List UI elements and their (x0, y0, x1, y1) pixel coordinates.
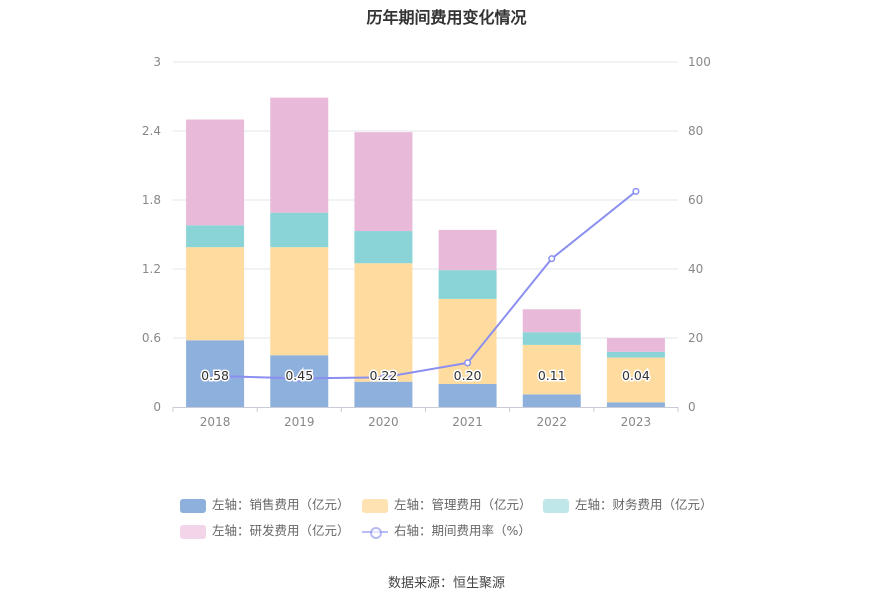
right-axis-tick-label: 0 (688, 400, 696, 414)
x-axis-tick-label: 2018 (200, 415, 231, 429)
legend-swatch-admin (362, 498, 388, 513)
bar-segment (270, 97, 329, 213)
data-label: 0.04 (622, 368, 650, 383)
line-series-expense-ratio (215, 190, 637, 380)
right-axis-tick-label: 40 (688, 262, 703, 276)
bar-segment (354, 231, 413, 264)
bar-segment (186, 225, 245, 248)
bar-segment (438, 298, 497, 384)
legend-swatch-finance (543, 498, 569, 513)
x-axis-tick-label: 2020 (368, 415, 399, 429)
line-point (464, 359, 472, 367)
data-label: 0.58 (201, 368, 229, 383)
left-axis-tick-label: 3 (153, 55, 161, 69)
chart-plot: 0 0.6 1.2 1.8 2.4 3 0 20 40 60 80 100 2018 2019 2020 20… (142, 55, 711, 429)
chart-title: 历年期间费用变化情况 (366, 8, 527, 27)
legend-swatch-expense-ratio (362, 525, 388, 539)
legend-item-admin[interactable]: 左轴：管理费用（亿元） (362, 494, 532, 516)
right-axis-tick-label: 100 (688, 55, 711, 69)
bar-segment (522, 344, 581, 395)
legend-item-finance[interactable]: 左轴：财务费用（亿元） (543, 494, 713, 516)
bar-segment (522, 332, 581, 345)
bar-segment (186, 119, 245, 226)
left-axis-tick-label: 2.4 (142, 124, 161, 138)
left-axis-tick-label: 1.2 (142, 262, 161, 276)
legend-swatch-sales (180, 498, 206, 513)
bar-segment (438, 229, 497, 271)
data-label: 0.20 (454, 368, 482, 383)
legend-item-expense-ratio[interactable]: 右轴：期间费用率（%） (362, 520, 531, 542)
data-label: 0.45 (285, 368, 313, 383)
bar-segment (270, 212, 329, 248)
right-axis-tick-label: 20 (688, 331, 703, 345)
legend-item-sales[interactable]: 左轴：销售费用（亿元） (180, 494, 350, 516)
legend-label-finance: 左轴：财务费用（亿元） (575, 497, 713, 512)
bar-segment (354, 381, 413, 407)
legend-item-rnd[interactable]: 左轴：研发费用（亿元） (180, 520, 350, 542)
left-axis-tick-label: 0 (153, 400, 161, 414)
bar-segment (270, 247, 329, 356)
line-point (211, 372, 219, 380)
legend-label-rnd: 左轴：研发费用（亿元） (212, 523, 350, 538)
data-source: 数据来源：恒生聚源 (387, 576, 505, 591)
x-axis-tick-label: 2019 (284, 415, 315, 429)
legend-swatch-rnd (180, 524, 206, 539)
bar-segment (438, 270, 497, 299)
data-label: 0.22 (369, 368, 397, 383)
bar-segment (186, 247, 245, 341)
bar-segment (606, 351, 665, 358)
line-point (295, 374, 303, 382)
right-axis-tick-label: 80 (688, 124, 703, 138)
data-label: 0.11 (538, 368, 566, 383)
bar-segment (522, 309, 581, 333)
legend-label-expense-ratio: 右轴：期间费用率（%） (394, 523, 531, 538)
line-point (379, 373, 387, 381)
left-axis-tick-label: 0.6 (142, 331, 161, 345)
bar-segment (606, 357, 665, 403)
x-axis-tick-label: 2021 (452, 415, 483, 429)
bar-segment (354, 132, 413, 232)
bar-segment (438, 384, 497, 407)
right-axis-tick-label: 60 (688, 193, 703, 207)
line-point (548, 255, 556, 263)
line-point (632, 187, 640, 195)
x-axis-tick-label: 2022 (536, 415, 567, 429)
bar-segment (354, 263, 413, 382)
bar-segment (606, 402, 665, 407)
x-axis-tick-label: 2023 (621, 415, 652, 429)
bar-segment (522, 394, 581, 407)
left-axis-tick-label: 1.8 (142, 193, 161, 207)
bar-segment (606, 338, 665, 352)
legend-label-sales: 左轴：销售费用（亿元） (212, 497, 350, 512)
legend-label-admin: 左轴：管理费用（亿元） (394, 497, 532, 512)
